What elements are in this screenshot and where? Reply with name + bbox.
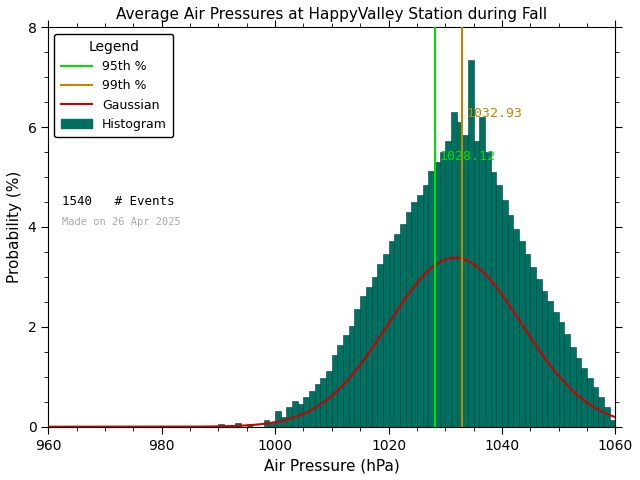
- Bar: [360, 296, 366, 427]
- Bar: [564, 335, 570, 427]
- Bar: [422, 184, 428, 427]
- Bar: [400, 225, 406, 427]
- Bar: [531, 267, 536, 427]
- Bar: [479, 117, 485, 427]
- Bar: [281, 417, 287, 427]
- Bar: [576, 358, 581, 427]
- Bar: [474, 141, 479, 427]
- Bar: [264, 420, 269, 427]
- Bar: [366, 287, 371, 427]
- Bar: [269, 423, 275, 427]
- Bar: [513, 229, 519, 427]
- Bar: [412, 202, 417, 427]
- Bar: [434, 162, 440, 427]
- Bar: [303, 397, 309, 427]
- Bar: [315, 384, 321, 427]
- Text: 1028.12: 1028.12: [439, 150, 495, 163]
- Bar: [371, 277, 377, 427]
- Bar: [525, 254, 531, 427]
- Text: Made on 26 Apr 2025: Made on 26 Apr 2025: [62, 217, 181, 227]
- Bar: [309, 391, 315, 427]
- Bar: [321, 378, 326, 427]
- Bar: [462, 134, 468, 427]
- Bar: [406, 212, 412, 427]
- Bar: [383, 254, 388, 427]
- Bar: [553, 312, 559, 427]
- Bar: [388, 241, 394, 427]
- Bar: [275, 411, 281, 427]
- Bar: [377, 264, 383, 427]
- Bar: [570, 347, 576, 427]
- Bar: [587, 378, 593, 427]
- Bar: [440, 152, 445, 427]
- Bar: [541, 291, 547, 427]
- Bar: [218, 424, 224, 427]
- Title: Average Air Pressures at HappyValley Station during Fall: Average Air Pressures at HappyValley Sta…: [116, 7, 547, 22]
- Bar: [343, 336, 349, 427]
- Bar: [355, 310, 360, 427]
- Y-axis label: Probability (%): Probability (%): [7, 171, 22, 283]
- Bar: [298, 404, 303, 427]
- Bar: [332, 355, 337, 427]
- X-axis label: Air Pressure (hPa): Air Pressure (hPa): [264, 458, 400, 473]
- Legend: 95th %, 99th %, Gaussian, Histogram: 95th %, 99th %, Gaussian, Histogram: [54, 34, 173, 137]
- Bar: [456, 122, 462, 427]
- Bar: [610, 420, 616, 427]
- Bar: [536, 279, 541, 427]
- Bar: [598, 397, 604, 427]
- Bar: [417, 194, 422, 427]
- Bar: [394, 234, 400, 427]
- Bar: [236, 423, 241, 427]
- Bar: [547, 301, 553, 427]
- Bar: [292, 401, 298, 427]
- Bar: [287, 407, 292, 427]
- Bar: [519, 241, 525, 427]
- Bar: [445, 141, 451, 427]
- Bar: [428, 171, 434, 427]
- Bar: [337, 345, 343, 427]
- Bar: [468, 60, 474, 427]
- Bar: [349, 326, 355, 427]
- Bar: [559, 322, 564, 427]
- Bar: [508, 215, 513, 427]
- Bar: [604, 407, 610, 427]
- Bar: [593, 387, 598, 427]
- Bar: [502, 200, 508, 427]
- Text: 1540   # Events: 1540 # Events: [62, 195, 175, 208]
- Bar: [491, 172, 496, 427]
- Bar: [581, 368, 587, 427]
- Bar: [246, 424, 252, 427]
- Bar: [451, 112, 456, 427]
- Bar: [485, 152, 491, 427]
- Bar: [326, 371, 332, 427]
- Text: 1032.93: 1032.93: [467, 107, 522, 120]
- Bar: [496, 184, 502, 427]
